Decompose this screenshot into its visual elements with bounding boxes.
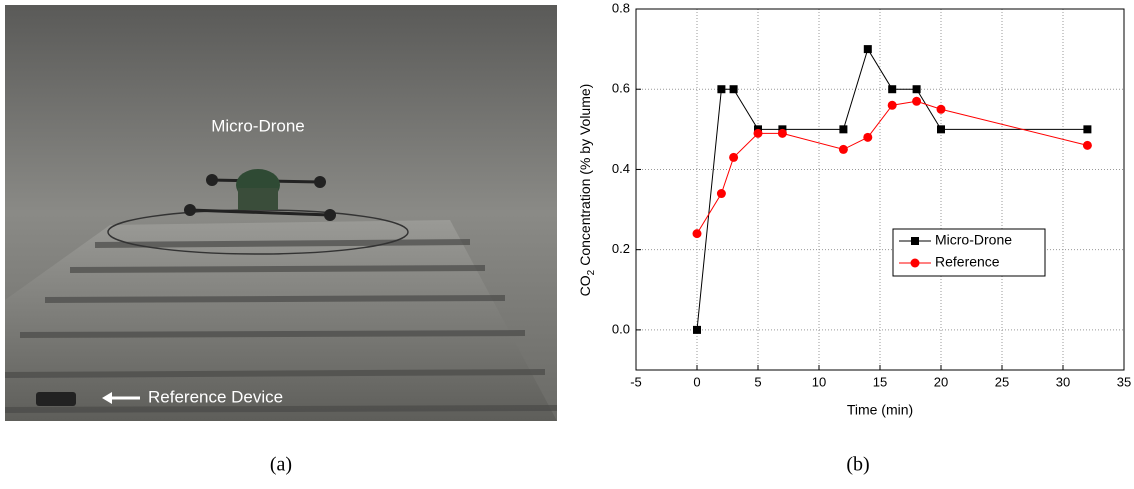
x-tick-label: 25 — [995, 374, 1009, 389]
drone — [107, 169, 409, 255]
x-tick-label: 15 — [873, 374, 887, 389]
reference-device — [36, 392, 76, 406]
marker — [937, 125, 945, 134]
marker — [863, 132, 873, 142]
marker — [717, 85, 726, 94]
marker — [753, 128, 763, 138]
legend-box — [892, 228, 1046, 277]
marker — [912, 96, 922, 106]
marker — [863, 45, 872, 54]
marker — [936, 104, 946, 114]
caption: (b) — [846, 454, 869, 476]
x-tick-label: 20 — [934, 374, 948, 389]
x-tick-label: -5 — [630, 374, 642, 389]
marker — [777, 128, 787, 138]
marker — [912, 85, 921, 94]
marker — [1083, 125, 1092, 134]
x-axis-label: Time (min) — [847, 402, 913, 418]
marker — [729, 85, 738, 94]
plot-frame — [635, 8, 1125, 371]
photo: Micro-Drone Reference Device — [4, 5, 558, 421]
y-tick-label: 0.6 — [612, 81, 630, 96]
x-tick-label: 30 — [1056, 374, 1070, 389]
y-tick-label: 0.2 — [612, 241, 630, 256]
x-tick-label: 0 — [693, 374, 700, 389]
marker — [693, 325, 701, 334]
x-tick-label: 35 — [1117, 374, 1131, 389]
marker — [1082, 140, 1092, 150]
drone-label: Micro-Drone — [211, 116, 305, 135]
legend-marker — [911, 237, 919, 245]
marker — [839, 125, 848, 134]
y-tick-label: 0.8 — [612, 0, 630, 15]
y-label-rest: Concentration (% by Volume) — [577, 84, 593, 266]
caption: (a) — [270, 454, 292, 476]
legend-marker — [910, 258, 920, 268]
marker — [838, 144, 848, 154]
marker — [729, 152, 739, 162]
device-label: Reference Device — [148, 387, 283, 406]
series-line — [696, 100, 1088, 234]
legend-label: Micro-Drone — [935, 232, 1012, 248]
y-label-sub: 2 — [586, 269, 597, 275]
y-tick-label: 0.0 — [612, 321, 630, 336]
floor-stripes — [4, 239, 558, 413]
arrow-head — [102, 392, 112, 404]
x-tick-label: 10 — [812, 374, 826, 389]
y-axis-label: CO2 Concentration (% by Volume) — [577, 84, 597, 297]
legend-label: Reference — [935, 254, 1000, 270]
marker — [887, 100, 897, 110]
marker — [888, 85, 897, 94]
x-tick-label: 5 — [754, 374, 761, 389]
y-label-main: CO — [577, 275, 593, 296]
marker — [692, 229, 702, 239]
marker — [716, 189, 726, 199]
y-tick-label: 0.4 — [612, 161, 630, 176]
